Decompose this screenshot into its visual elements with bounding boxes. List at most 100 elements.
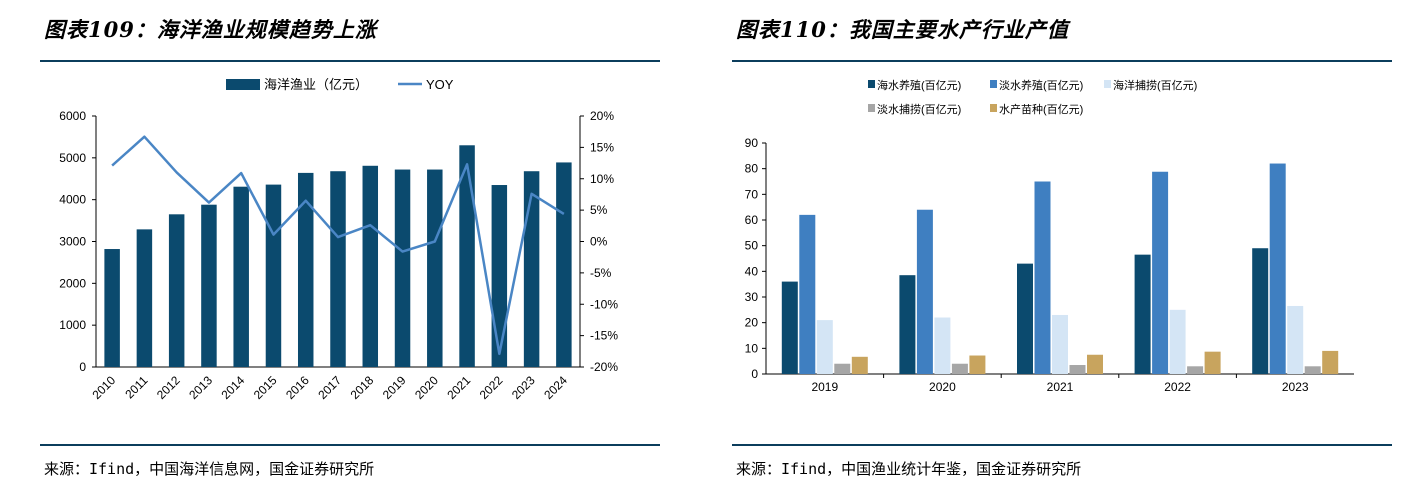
- y-right-tick-label: 20%: [590, 109, 614, 123]
- bar-fishery-2021: [459, 145, 475, 367]
- y-right-tick-label: -5%: [590, 266, 612, 280]
- bar-fishery-2010: [104, 249, 120, 367]
- bar-3-2021: [1052, 314, 1068, 374]
- x-tick-label-2022: 2022: [477, 373, 506, 402]
- x-tick-label-2024: 2024: [541, 373, 570, 402]
- bar-2-2020: [916, 209, 933, 374]
- bar-5-2022: [1204, 351, 1221, 374]
- right-top-rule: [732, 60, 1392, 62]
- y-tick-label: 90: [745, 136, 759, 150]
- x-tick-label-2012: 2012: [154, 373, 183, 402]
- bar-4-2020: [951, 363, 968, 374]
- bar-4-2022: [1187, 366, 1204, 374]
- bar-fishery-2011: [136, 229, 153, 367]
- legend-swatch-1: [868, 80, 875, 88]
- legend-label-5: 水产苗种(百亿元): [999, 102, 1083, 116]
- y-tick-label: 50: [745, 239, 759, 253]
- y-tick-label: 20: [745, 316, 759, 330]
- left-chart-title: 图表109：海洋渔业规模趋势上涨: [44, 17, 377, 42]
- x-tick-label-2016: 2016: [283, 373, 312, 402]
- y-right-tick-label: -10%: [590, 297, 618, 311]
- legend-label-1: 海水养殖(百亿元): [877, 78, 961, 92]
- legend-bar-label: 海洋渔业（亿元）: [264, 77, 368, 92]
- x-tick-label-2014: 2014: [219, 373, 248, 402]
- y-left-tick-label: 1000: [59, 318, 86, 332]
- legend-label-4: 淡水捕捞(百亿元): [877, 102, 961, 116]
- legend-swatch-5: [990, 104, 997, 112]
- y-tick-label: 40: [745, 264, 759, 278]
- x-tick-label-2018: 2018: [348, 373, 377, 402]
- x-tick-label-2023: 2023: [509, 373, 538, 402]
- legend-bar-swatch: [226, 79, 260, 90]
- bar-fishery-2023: [523, 171, 540, 367]
- x-tick-label-2011: 2011: [122, 373, 150, 401]
- y-left-tick-label: 0: [79, 360, 86, 374]
- y-tick-label: 0: [751, 367, 758, 381]
- right-bottom-rule: [732, 444, 1392, 446]
- bar-5-2020: [969, 355, 986, 374]
- legend-label-2: 淡水养殖(百亿元): [999, 78, 1083, 92]
- bar-fishery-2017: [330, 171, 346, 367]
- y-left-tick-label: 3000: [59, 235, 86, 249]
- y-right-tick-label: 10%: [590, 172, 614, 186]
- right-chart-panel: 图表110：我国主要水产行业产值 0 10 20 30 40 50 60 70 80 90 2019…: [732, 0, 1392, 497]
- legend-line-label: YOY: [426, 77, 454, 92]
- bar-1-2019: [781, 281, 798, 374]
- bar-fishery-2012: [168, 214, 185, 367]
- bar-2-2022: [1152, 171, 1169, 374]
- x-tick-label-2021: 2021: [444, 373, 473, 402]
- x-tick-label-2010: 2010: [89, 373, 118, 402]
- bar-1-2023: [1252, 248, 1269, 374]
- y-left-tick-label: 4000: [59, 193, 86, 207]
- left-bottom-rule: [40, 444, 660, 446]
- x-tick-label-2020: 2020: [929, 380, 956, 394]
- left-source-note: 来源：Ifind，中国海洋信息网，国金证券研究所: [44, 460, 375, 478]
- bar-3-2022: [1169, 309, 1186, 374]
- right-source-note: 来源：Ifind，中国渔业统计年鉴，国金证券研究所: [736, 460, 1082, 478]
- y-right-tick-label: 15%: [590, 140, 614, 154]
- bar-3-2023: [1287, 305, 1304, 374]
- bar-4-2019: [834, 363, 851, 374]
- left-top-rule: [40, 60, 660, 62]
- y-tick-label: 70: [745, 187, 759, 201]
- bar-fishery-2013: [201, 204, 217, 367]
- x-tick-label-2019: 2019: [811, 380, 838, 394]
- y-right-tick-label: -15%: [590, 329, 618, 343]
- legend-swatch-4: [868, 104, 875, 112]
- bar-2-2021: [1034, 181, 1051, 374]
- bar-1-2021: [1017, 263, 1033, 374]
- bar-2-2023: [1269, 163, 1286, 374]
- bar-5-2019: [851, 356, 868, 374]
- bar-fishery-2016: [297, 172, 314, 367]
- y-right-tick-label: -20%: [590, 360, 618, 374]
- bar-fishery-2019: [394, 169, 411, 367]
- y-left-tick-label: 6000: [59, 109, 86, 123]
- bar-1-2020: [899, 275, 916, 374]
- left-chart-panel: 图表109：海洋渔业规模趋势上涨 0 1000 2000 3000 4000 5000 60…: [40, 0, 660, 497]
- right-chart-svg: 0 10 20 30 40 50 60 70 80 90 2019 2020 2021 2022 2023 海…: [745, 78, 1354, 394]
- left-chart-svg: 0 1000 2000 3000 4000 5000 6000 -20% -15% -10% -5%…: [59, 77, 618, 402]
- bar-1-2022: [1134, 254, 1151, 374]
- x-tick-label-2022: 2022: [1164, 380, 1191, 394]
- bar-fishery-2014: [233, 186, 249, 367]
- legend-swatch-3: [1104, 80, 1111, 88]
- y-right-tick-label: 0%: [590, 235, 608, 249]
- y-right-tick-label: 5%: [590, 203, 608, 217]
- bar-fishery-2022: [491, 185, 508, 367]
- bar-5-2023: [1322, 350, 1339, 374]
- x-tick-label-2013: 2013: [186, 373, 215, 402]
- bar-fishery-2024: [556, 162, 572, 367]
- y-tick-label: 30: [745, 290, 759, 304]
- x-tick-label-2023: 2023: [1282, 380, 1309, 394]
- x-tick-label-2015: 2015: [251, 373, 280, 402]
- legend-swatch-2: [990, 80, 997, 88]
- y-left-tick-label: 2000: [59, 276, 86, 290]
- y-left-tick-label: 5000: [59, 151, 86, 165]
- bar-fishery-2018: [362, 165, 379, 367]
- bar-2-2019: [799, 214, 816, 374]
- x-tick-label-2020: 2020: [412, 373, 441, 402]
- x-tick-label-2017: 2017: [315, 373, 344, 402]
- bar-3-2020: [934, 317, 951, 374]
- legend-label-3: 海洋捕捞(百亿元): [1113, 78, 1197, 92]
- bar-4-2023: [1304, 366, 1321, 374]
